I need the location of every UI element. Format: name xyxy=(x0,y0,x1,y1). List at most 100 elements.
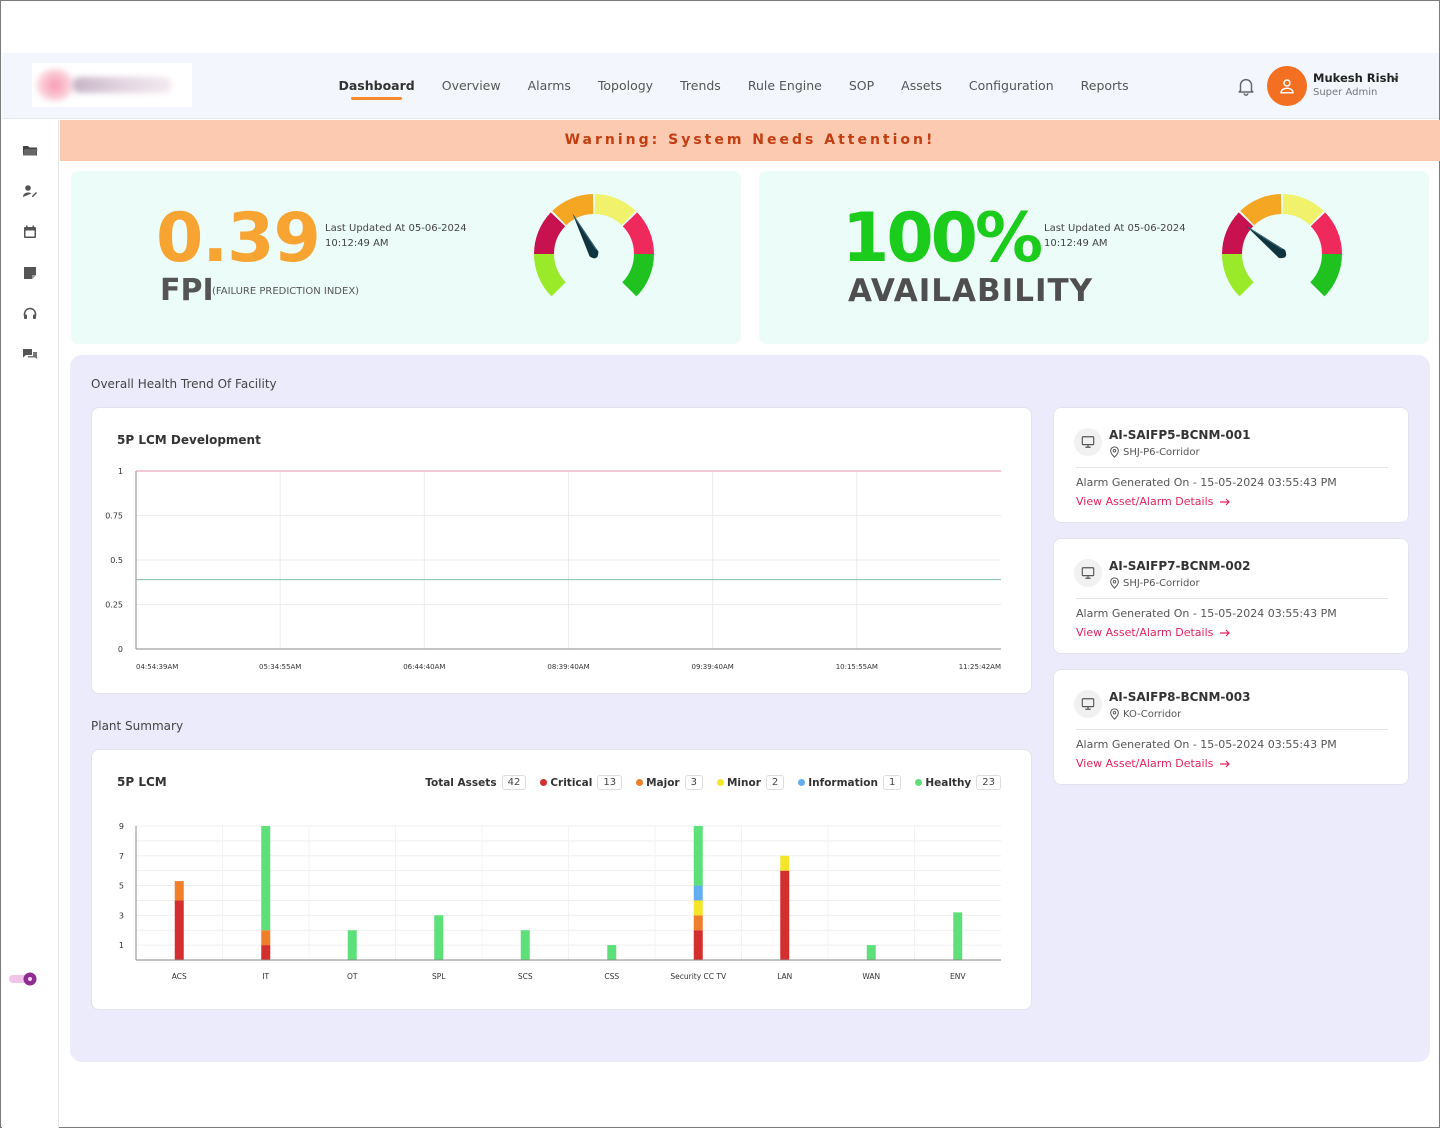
alarm-location: KO-Corridor xyxy=(1109,708,1181,720)
x-tick-label: 05:34:55AM xyxy=(259,663,301,671)
y-tick-label: 0 xyxy=(118,645,123,654)
nav-configuration[interactable]: Configuration xyxy=(968,78,1054,93)
availability-updated-time: 10:12:49 AM xyxy=(1044,238,1108,249)
user-role: Super Admin xyxy=(1313,87,1378,98)
bar-segment xyxy=(261,826,271,931)
alarm-asset-id: AI-SAIFP5-BCNM-001 xyxy=(1109,428,1251,442)
x-tick-label: OT xyxy=(347,972,358,981)
user-name[interactable]: Mukesh Rishi xyxy=(1313,71,1399,85)
alarm-card[interactable]: AI-SAIFP7-BCNM-002 SHJ-P6-Corridor Alarm… xyxy=(1053,538,1409,654)
nav-dashboard[interactable]: Dashboard xyxy=(325,53,428,119)
alarm-location-text: KO-Corridor xyxy=(1123,708,1182,720)
alarm-card[interactable]: AI-SAIFP5-BCNM-001 SHJ-P6-Corridor Alarm… xyxy=(1053,407,1409,523)
brand-logo[interactable] xyxy=(32,63,192,107)
needle-highlight xyxy=(573,215,597,250)
fpi-gauge xyxy=(534,194,654,297)
availability-label: AVAILABILITY xyxy=(848,273,1094,309)
gauge-segment xyxy=(621,253,654,297)
legend-information-label: Information xyxy=(808,776,878,789)
gauge-segment xyxy=(1282,194,1324,226)
theme-toggle[interactable] xyxy=(8,972,40,986)
folder-icon[interactable] xyxy=(22,142,38,158)
nav-topology[interactable]: Topology xyxy=(597,78,654,93)
health-trend-card: 5P LCM Development 0 0.25 0.5 0.75 1 04:54:39… xyxy=(91,407,1032,694)
gauge-needle xyxy=(572,213,599,259)
view-alarm-details-label: View Asset/Alarm Details xyxy=(1076,495,1214,508)
nav-overview[interactable]: Overview xyxy=(441,78,501,93)
plant-card-title: 5P LCM xyxy=(117,775,167,789)
legend-information-count: 1 xyxy=(882,775,902,790)
nav-assets[interactable]: Assets xyxy=(901,78,942,93)
fpi-updated-date: Last Updated At 05-06-2024 xyxy=(325,223,467,234)
legend-critical-count: 13 xyxy=(597,775,623,790)
view-alarm-details-link[interactable]: View Asset/Alarm Details xyxy=(1076,757,1231,770)
gauge-segment xyxy=(1222,212,1254,255)
legend-major[interactable]: Major 3 xyxy=(636,775,703,790)
alarm-location: SHJ-P6-Corridor xyxy=(1109,446,1200,458)
nav-alarms[interactable]: Alarms xyxy=(527,78,571,93)
y-tick-label: 0.25 xyxy=(105,601,123,610)
view-alarm-details-link[interactable]: View Asset/Alarm Details xyxy=(1076,626,1231,639)
bell-icon[interactable] xyxy=(1235,75,1257,97)
legend-critical-label: Critical xyxy=(550,776,593,789)
availability-card: 100% Last Updated At 05-06-2024 10:12:49… xyxy=(759,171,1429,344)
chat-icon[interactable] xyxy=(22,347,38,363)
divider xyxy=(1076,598,1388,599)
plant-summary-card: 5P LCM Total Assets 42 Critical 13 Major… xyxy=(91,749,1032,1010)
y-tick-label: 9 xyxy=(119,822,124,831)
legend-critical[interactable]: Critical 13 xyxy=(540,775,623,790)
headset-icon[interactable] xyxy=(22,306,38,322)
bar-segment xyxy=(780,855,790,871)
x-tick-label: 06:44:40AM xyxy=(403,663,445,671)
information-dot-icon xyxy=(798,779,806,786)
arrow-right-icon xyxy=(1220,498,1231,505)
location-pin-icon xyxy=(1110,446,1119,458)
bar-segment xyxy=(693,915,703,931)
legend-minor[interactable]: Minor 2 xyxy=(716,775,785,790)
view-alarm-details-label: View Asset/Alarm Details xyxy=(1076,757,1214,770)
alarm-location-text: SHJ-P6-Corridor xyxy=(1123,577,1200,589)
gauge-segment xyxy=(552,194,594,226)
x-tick-label: Security CC TV xyxy=(670,972,727,981)
monitor-icon xyxy=(1074,690,1102,718)
legend-healthy[interactable]: Healthy 23 xyxy=(915,775,1001,790)
healthy-dot-icon xyxy=(915,779,923,786)
fpi-card: 0.39 Last Updated At 05-06-2024 10:12:49… xyxy=(71,171,741,344)
needle-highlight xyxy=(1247,227,1283,250)
y-tick-label: 3 xyxy=(119,911,124,920)
alarm-card[interactable]: AI-SAIFP8-BCNM-003 KO-Corridor Alarm Gen… xyxy=(1053,669,1409,785)
legend-information[interactable]: Information 1 xyxy=(798,775,902,790)
chevron-down-icon[interactable] xyxy=(1390,73,1400,83)
legend-major-label: Major xyxy=(646,776,680,789)
needle-group xyxy=(572,213,599,259)
user-avatar[interactable] xyxy=(1267,66,1307,106)
nav-reports[interactable]: Reports xyxy=(1080,78,1129,93)
view-alarm-details-link[interactable]: View Asset/Alarm Details xyxy=(1076,495,1231,508)
arrow-right-icon xyxy=(1220,760,1231,767)
availability-value: 100% xyxy=(842,199,1043,278)
x-tick-label: SPL xyxy=(432,972,446,981)
nav-rule-engine[interactable]: Rule Engine xyxy=(747,78,822,93)
nav-sop[interactable]: SOP xyxy=(848,78,875,93)
monitor-icon xyxy=(1074,428,1102,456)
alarm-generated: Alarm Generated On - 15-05-2024 03:55:43… xyxy=(1076,607,1337,620)
calendar-icon[interactable] xyxy=(22,224,38,240)
location-pin-icon xyxy=(1110,708,1119,720)
divider xyxy=(1076,467,1388,468)
fpi-sublabel: (FAILURE PREDICTION INDEX) xyxy=(212,286,360,297)
fpi-label: FPI xyxy=(160,273,214,308)
alarm-asset-id: AI-SAIFP8-BCNM-003 xyxy=(1109,690,1251,704)
bar-segment xyxy=(174,900,184,960)
x-tick-label: IT xyxy=(262,972,269,981)
availability-updated-date: Last Updated At 05-06-2024 xyxy=(1044,223,1186,234)
y-tick-label: 0.75 xyxy=(105,512,123,521)
legend-healthy-label: Healthy xyxy=(925,776,972,789)
user-icon xyxy=(1280,79,1294,94)
alarm-asset-id: AI-SAIFP7-BCNM-002 xyxy=(1109,559,1251,573)
note-icon[interactable] xyxy=(22,265,38,281)
nav-trends[interactable]: Trends xyxy=(680,78,721,93)
plant-bar-chart: 1 3 5 7 9 ACS IT OT SPL SCS CSS Security CC TV LAN WA… xyxy=(119,822,1001,981)
bar-segment xyxy=(607,945,617,960)
user-edit-icon[interactable] xyxy=(22,183,38,199)
legend-total[interactable]: Total Assets 42 xyxy=(425,775,527,790)
